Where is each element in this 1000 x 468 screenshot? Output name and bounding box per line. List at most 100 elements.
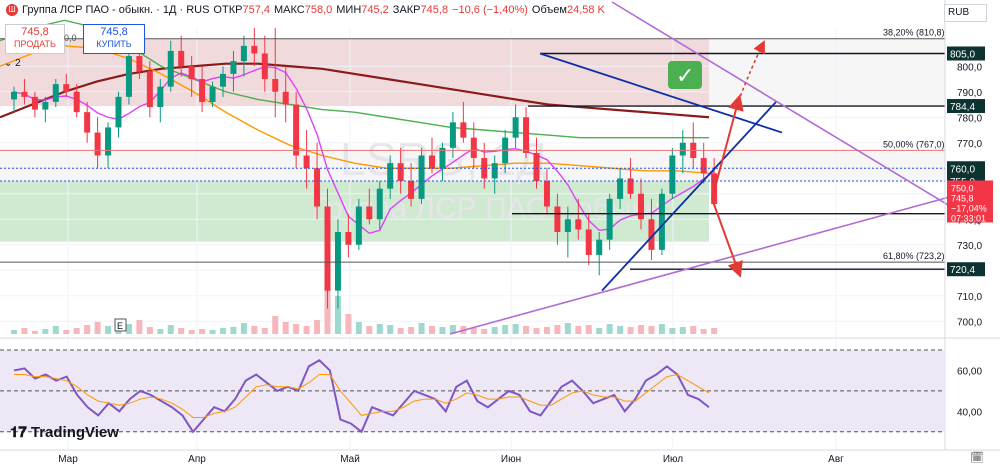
candle-body [512, 117, 519, 138]
level-badge [947, 161, 985, 176]
symbol-title[interactable]: Группа ЛСР ПАО - обыкн. · 1Д · RUS [22, 4, 210, 16]
y-tick-label: 710,0 [957, 292, 982, 303]
price-axis: 700,0710,0720,0730,0740,0750,0760,0770,0… [944, 0, 993, 450]
candle-body [679, 142, 686, 156]
candle-body [533, 152, 540, 181]
candle-body [282, 91, 289, 105]
volume-bar [470, 328, 477, 334]
trend-line-up [601, 101, 777, 292]
rsi-pane: 40,00 60,00 [0, 337, 1000, 434]
volume-value: 24,58 K [566, 4, 605, 16]
candle-body [418, 155, 425, 199]
y-tick-label: 770,0 [957, 139, 982, 150]
volume-bar [376, 324, 383, 334]
spread-value: 0,0 [64, 33, 77, 43]
volume-bar [596, 328, 603, 334]
candle-body [355, 206, 362, 245]
volume-bar [439, 327, 446, 334]
volume-bar [251, 326, 258, 334]
watermark-name: Группа ЛСР ПАО - обыкн. [312, 192, 669, 225]
volume-bar [282, 322, 289, 334]
volume-bar [679, 327, 686, 334]
volume-bar [355, 322, 362, 334]
go-to-date-icon[interactable]: 🗓 [970, 452, 984, 464]
volume-bar [188, 330, 195, 334]
volume-bar [690, 326, 697, 334]
volume-bar [11, 330, 17, 334]
level-badge [947, 99, 985, 114]
open-value: 757,4 [242, 4, 270, 16]
volume-bar [105, 326, 112, 334]
candle-body [554, 206, 561, 232]
candle-body [125, 56, 132, 97]
volume-bar [585, 325, 592, 334]
y-tick-label: 730,0 [957, 241, 982, 252]
candle-body [105, 127, 112, 156]
volume-bar [293, 324, 300, 334]
rsi-series-line [13, 358, 710, 434]
rsi-tick-label: 60,00 [957, 366, 982, 377]
buy-button[interactable]: 745,8 КУПИТЬ [83, 24, 145, 54]
volume-bar [178, 328, 185, 334]
volume-bar [52, 326, 59, 334]
last-price-last_price: 745,8 [951, 193, 974, 203]
volume-bar [209, 330, 216, 334]
candle-body [700, 158, 707, 174]
candle-body [42, 101, 49, 110]
x-tick-label: Апр [188, 454, 206, 465]
volume-bar [711, 328, 718, 334]
sell-button[interactable]: 745,8 ПРОДАТЬ [5, 24, 65, 54]
low-label: МИН [336, 4, 362, 16]
volume-bar [303, 326, 310, 334]
candle-body [470, 137, 477, 159]
volume-bar [125, 324, 132, 334]
volume-bar [627, 327, 634, 334]
ma-line-ma50 [0, 45, 710, 175]
candle-body [627, 178, 634, 194]
candle-body [251, 45, 258, 54]
volume-label: Объем [531, 4, 567, 16]
volume-bar [387, 325, 394, 334]
volume-bar [272, 316, 279, 334]
volume-bar [94, 322, 101, 334]
last-price-value_750: 750,0 [951, 183, 974, 193]
candle-body [94, 132, 101, 156]
y-tick-label: 790,0 [957, 88, 982, 99]
candle-body [439, 147, 446, 169]
candle-body [585, 229, 592, 255]
candle-body [596, 239, 603, 255]
volume-bar [146, 327, 153, 334]
level-label: 760,0 [950, 164, 975, 175]
candle-body [575, 219, 582, 230]
open-label: ОТКР [213, 4, 243, 16]
volume-bar [84, 325, 91, 334]
level-badge [947, 262, 985, 277]
arrow-dotted [737, 40, 765, 103]
currency-select[interactable]: RUB [944, 4, 987, 22]
volume-bar [240, 323, 247, 334]
candle-body [669, 155, 676, 194]
close-label: ЗАКР [392, 4, 421, 16]
candle-body [178, 50, 185, 67]
candle-body [648, 219, 655, 250]
x-tick-label: Май [340, 454, 360, 465]
candle-body [429, 155, 435, 169]
candle-body [293, 104, 300, 156]
candle-body [658, 193, 665, 250]
high-label: МАКС [273, 4, 305, 16]
candle-body [303, 155, 310, 169]
candle-body [220, 73, 226, 87]
candle-body [449, 122, 456, 148]
candle-body [11, 91, 17, 100]
check-badge [668, 61, 702, 89]
candle-body [523, 117, 530, 153]
channel-line-lower [449, 187, 981, 335]
rsi-tick-label: 40,00 [957, 407, 982, 418]
volume-bar [564, 323, 571, 334]
bb-basis-line [13, 65, 715, 235]
x-tick-label: Мар [58, 454, 78, 465]
candle-body [345, 232, 352, 245]
candle-body [491, 163, 498, 179]
indicators-toggle[interactable]: ⌄ 2 [4, 58, 21, 69]
low-value: 745,2 [361, 4, 389, 16]
